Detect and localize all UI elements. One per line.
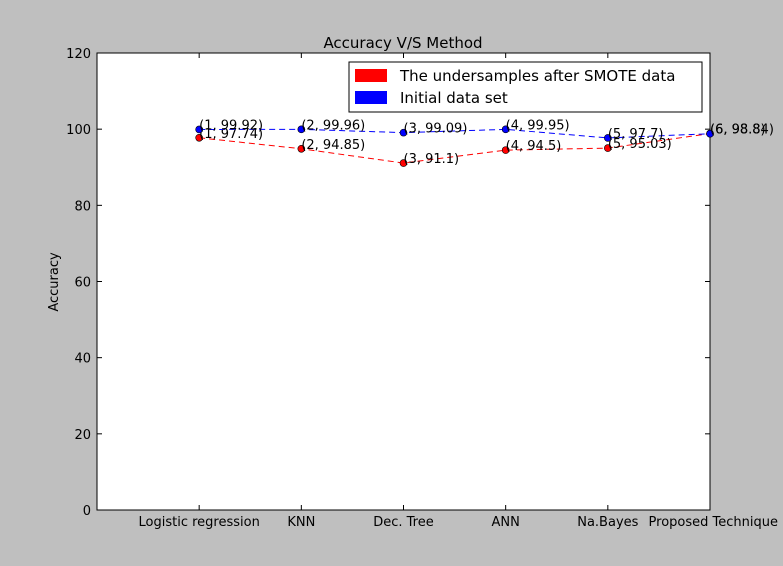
data-point — [195, 125, 203, 134]
x-tick-label: Na.Bayes — [577, 515, 638, 530]
data-label: (2, 94.85) — [301, 138, 365, 153]
data-point — [195, 133, 203, 142]
y-tick-label: 40 — [74, 352, 91, 367]
data-label: (3, 99.09) — [404, 122, 468, 137]
data-label: (3, 91.1) — [404, 152, 460, 167]
series-layer: (1, 97.74) (2, 94.85) (3, 91.1) (4, 94.5) (5… — [195, 118, 774, 167]
data-point — [399, 128, 408, 137]
data-label: (2, 99.96) — [301, 118, 365, 133]
y-axis-label: Accuracy — [47, 252, 62, 312]
x-tick-label: Proposed Technique — [649, 515, 778, 530]
y-tick-label: 80 — [74, 199, 91, 214]
data-label: (5, 95.03) — [608, 137, 672, 152]
y-tick-label: 60 — [74, 276, 91, 291]
legend: The undersamples after SMOTE data Initial… — [348, 61, 703, 113]
x-tick-label: Dec. Tree — [373, 515, 434, 530]
data-point — [297, 125, 306, 134]
y-tick-label: 120 — [66, 47, 91, 62]
data-label: (1, 97.74) — [199, 127, 263, 142]
y-tick-label: 0 — [83, 504, 91, 519]
data-point — [501, 125, 510, 134]
chart-title: Accuracy V/S Method — [323, 34, 482, 52]
legend-label: Initial data set — [400, 89, 508, 107]
data-label: (6, 98.8) — [710, 123, 766, 138]
data-point — [604, 144, 612, 152]
legend-swatch — [355, 91, 387, 104]
series-line — [199, 133, 711, 164]
series-2: (1, 99.92) (2, 99.96) (3, 99.09) (4, 99.95)… — [195, 118, 766, 142]
data-label: (1, 99.92) — [199, 118, 263, 133]
x-tick-label: ANN — [491, 515, 519, 530]
y-tick-label: 100 — [66, 123, 91, 138]
data-point — [706, 129, 714, 138]
x-tick-label: Logistic regression — [139, 515, 260, 530]
x-tick-label: KNN — [287, 515, 315, 530]
series-line — [199, 128, 711, 139]
axes: 0 20 40 60 80 100 120 Logistic regression KNN Dec… — [66, 47, 778, 530]
data-point — [501, 146, 510, 154]
legend-swatch — [355, 69, 387, 82]
data-label: (6, 98.84) — [710, 123, 774, 138]
data-label: (4, 99.95) — [506, 118, 570, 133]
legend-label: The undersamples after SMOTE data — [399, 67, 675, 85]
data-point — [604, 134, 612, 142]
data-point — [399, 159, 408, 167]
data-label: (4, 94.5) — [506, 139, 562, 154]
legend-box — [348, 61, 703, 113]
y-tick-label: 20 — [74, 428, 91, 443]
data-label: (5, 97.7) — [608, 127, 664, 142]
data-point — [297, 144, 306, 153]
